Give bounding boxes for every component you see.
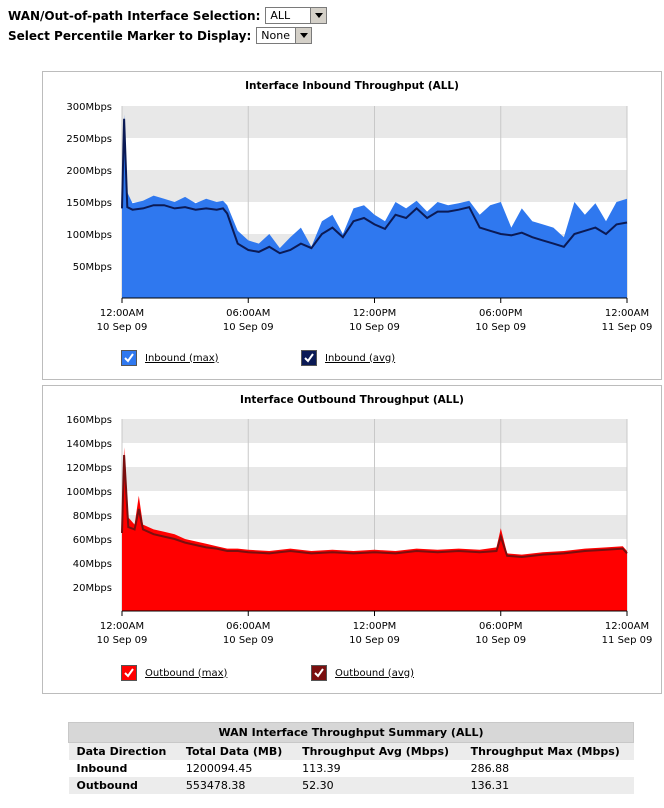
x-tick-date-label: 11 Sep 09 [602,635,653,646]
column-header: Data Direction [68,742,178,760]
throughput-summary-table: WAN Interface Throughput Summary (ALL) D… [68,722,634,794]
interface-selection-row: WAN/Out-of-path Interface Selection: ALL [8,7,328,24]
y-tick-label: 300Mbps [66,102,112,113]
y-tick-label: 150Mbps [66,198,112,209]
chevron-down-icon[interactable] [310,8,327,23]
series-area-inbound-max- [122,114,627,299]
legend-outbound-avg-label[interactable]: Outbound (avg) [335,667,414,679]
x-tick-date-label: 10 Sep 09 [349,635,400,646]
x-tick-time-label: 12:00AM [605,621,649,632]
legend-inbound-avg[interactable]: Inbound (avg) [301,350,395,366]
x-tick-date-label: 11 Sep 09 [602,322,653,333]
series-line-inbound-avg- [121,118,628,255]
chevron-down-icon[interactable] [295,28,312,43]
x-tick-date-label: 10 Sep 09 [349,322,400,333]
checkbox-checked-icon[interactable] [301,350,317,366]
table-row: Inbound 1200094.45 113.39 286.88 [68,760,634,777]
x-tick-time-label: 06:00AM [226,621,270,632]
y-tick-label: 250Mbps [66,134,112,145]
x-tick-date-label: 10 Sep 09 [97,322,148,333]
data-direction-cell: Inbound [68,760,178,777]
total-data-cell: 1200094.45 [177,760,295,777]
throughput-avg-cell: 52.30 [294,777,463,794]
legend-outbound-max-label[interactable]: Outbound (max) [145,667,228,679]
throughput-max-cell: 286.88 [462,760,634,777]
x-tick-time-label: 12:00AM [605,308,649,319]
x-tick-date-label: 10 Sep 09 [97,635,148,646]
x-tick-date-label: 10 Sep 09 [223,635,274,646]
checkbox-checked-icon[interactable] [311,665,327,681]
interface-selection-label: WAN/Out-of-path Interface Selection: [8,8,261,23]
series-line-outbound-avg- [121,454,628,559]
legend-outbound-max[interactable]: Outbound (max) [121,665,227,681]
total-data-cell: 553478.38 [177,777,295,794]
outbound-chart-panel: Interface Outbound Throughput (ALL) 160Mb… [42,385,662,694]
checkbox-checked-icon[interactable] [121,665,137,681]
column-header: Total Data (MB) [177,742,295,760]
y-tick-label: 20Mbps [73,583,112,594]
x-tick-time-label: 12:00AM [100,621,144,632]
x-tick-time-label: 12:00PM [353,308,396,319]
y-tick-label: 40Mbps [73,559,112,570]
y-tick-label: 60Mbps [73,535,112,546]
column-header: Throughput Avg (Mbps) [294,742,463,760]
y-tick-label: 140Mbps [66,439,112,450]
y-tick-label: 200Mbps [66,166,112,177]
y-tick-label: 100Mbps [66,230,112,241]
summary-caption: WAN Interface Throughput Summary (ALL) [68,722,634,743]
y-tick-label: 50Mbps [73,262,112,273]
percentile-selection-label: Select Percentile Marker to Display: [8,28,252,43]
x-tick-time-label: 06:00PM [479,308,522,319]
table-row: Outbound 553478.38 52.30 136.31 [68,777,634,794]
legend-inbound-max[interactable]: Inbound (max) [121,350,219,366]
chart-title: Interface Inbound Throughput (ALL) [245,80,459,92]
interface-select-value: ALL [270,9,291,22]
inbound-chart-panel: Interface Inbound Throughput (ALL) 300Mbp… [42,71,662,380]
y-tick-label: 80Mbps [73,511,112,522]
legend-inbound-max-label[interactable]: Inbound (max) [145,352,219,364]
x-tick-time-label: 12:00AM [100,308,144,319]
legend-outbound-avg[interactable]: Outbound (avg) [311,665,414,681]
x-tick-time-label: 06:00AM [226,308,270,319]
y-tick-label: 160Mbps [66,415,112,426]
interface-select[interactable]: ALL [265,7,328,24]
summary-header-row: Data Direction Total Data (MB) Throughpu… [68,742,634,760]
inbound-throughput-chart: Interface Inbound Throughput (ALL) 300Mbp… [66,80,653,333]
x-tick-date-label: 10 Sep 09 [223,322,274,333]
percentile-select-value: None [261,29,290,42]
throughput-avg-cell: 113.39 [294,760,463,777]
percentile-select[interactable]: None [256,27,313,44]
data-direction-cell: Outbound [68,777,178,794]
column-header: Throughput Max (Mbps) [462,742,634,760]
y-tick-label: 100Mbps [66,487,112,498]
legend-inbound-avg-label[interactable]: Inbound (avg) [325,352,396,364]
x-tick-date-label: 10 Sep 09 [475,322,526,333]
checkbox-checked-icon[interactable] [121,350,137,366]
series-area-outbound-max- [122,447,627,611]
chart-title: Interface Outbound Throughput (ALL) [240,394,464,406]
throughput-max-cell: 136.31 [462,777,634,794]
x-tick-date-label: 10 Sep 09 [475,635,526,646]
percentile-selection-row: Select Percentile Marker to Display: Non… [8,27,313,44]
y-tick-label: 120Mbps [66,463,112,474]
outbound-throughput-chart: Interface Outbound Throughput (ALL) 160Mb… [66,394,653,646]
x-tick-time-label: 06:00PM [479,621,522,632]
x-tick-time-label: 12:00PM [353,621,396,632]
